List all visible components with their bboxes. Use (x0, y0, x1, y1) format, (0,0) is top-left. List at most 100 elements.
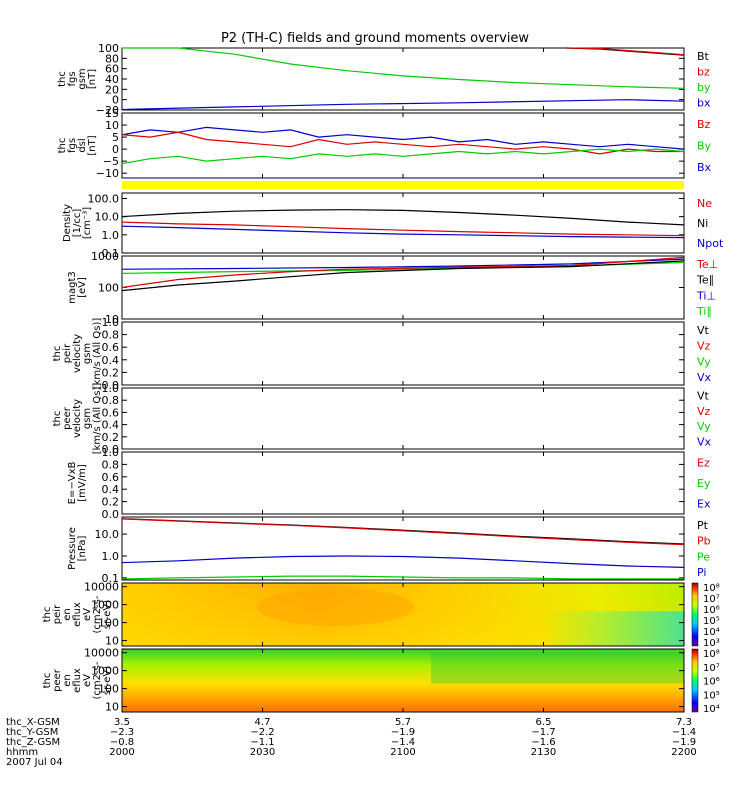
y-axis-title-line: [km/s (All Qs)] (92, 318, 103, 390)
spectrogram-band (431, 652, 684, 684)
y-tick-label: 10.0 (95, 528, 120, 541)
y-tick-label: 0.1 (102, 247, 120, 260)
y-axis-title-line: en (62, 674, 73, 687)
y-axis-title-line: [mV/m] (77, 464, 88, 502)
colorbar-tick-label: 10⁶ (703, 677, 720, 688)
legend-Bz: Bz (697, 118, 711, 131)
panel-temperature: 1000 100 10 magt3 [eV] Te⊥ Te∥ Ti⊥ Ti∥ (67, 250, 718, 326)
y-axis-title-line: [nT] (87, 69, 98, 89)
x-tick-value: 2200 (671, 747, 696, 758)
y-axis-title-line: eV (82, 608, 93, 621)
series-Ne (121, 221, 685, 237)
legend-bz: bz (697, 65, 710, 78)
legend-Ne: Ne (697, 197, 712, 210)
legend-By: By (697, 140, 712, 153)
legend-Vy: Vy (697, 420, 711, 433)
colorbar-tick-label: 10⁸ (703, 583, 720, 594)
x-tick-value: −1.6 (531, 737, 555, 748)
legend-Npot: Npot (697, 237, 724, 250)
y-tick-label: 1000 (91, 665, 119, 678)
spectrogram-peak (256, 588, 415, 626)
y-tick-label: 0 (112, 143, 119, 156)
y-axis-title-line: thc (42, 673, 53, 689)
legend-Ez: Ez (697, 456, 710, 469)
y-axis-title-line: dsl (77, 138, 88, 152)
y-axis-title-line: E=−VxB (67, 462, 78, 505)
colorbar-tick-label: 10³ (703, 638, 720, 649)
y-tick-label: 0.0 (102, 443, 120, 456)
y-tick-label: 80 (105, 52, 119, 65)
x-tick-value: −1.9 (391, 727, 415, 738)
colorbar-tick-label: 10⁸ (703, 649, 720, 660)
y-tick-label: −10 (96, 167, 119, 180)
legend-Pe: Pe (697, 550, 710, 563)
colorbar-tick-label: 10⁴ (703, 627, 720, 638)
y-axis-title-line: [eV] (77, 277, 88, 298)
y-axis-title-line: gsm (82, 408, 93, 429)
y-tick-label: 0.4 (102, 483, 120, 496)
y-tick-label: 10000 (84, 581, 119, 594)
y-axis-title-line: gsm (77, 68, 88, 89)
y-tick-label: 0.0 (102, 379, 120, 392)
y-axis-title-line: thc (57, 138, 68, 154)
y-axis-title-line: eflux (72, 602, 83, 627)
y-axis-title-line: [nT] (87, 135, 98, 155)
colorbar-tick-label: 10⁷ (703, 663, 720, 674)
x-tick-value: −1.4 (391, 737, 415, 748)
colorbar (691, 582, 699, 647)
y-tick-label: 0.6 (102, 406, 120, 419)
panel-frame (121, 387, 685, 450)
x-tick-value: −1.4 (672, 727, 696, 738)
y-axis-title-line: en (62, 608, 73, 621)
y-tick-label: −20 (96, 104, 119, 117)
y-tick-label: 0.4 (102, 354, 120, 367)
y-axis-title-line: eV (82, 674, 93, 687)
y-axis-title-line: Pressure (67, 527, 78, 570)
legend-Vt: Vt (697, 390, 710, 403)
panel-frame (121, 321, 685, 386)
y-axis-title-line: sr-eV) (102, 600, 113, 629)
legend-Pt: Pt (697, 519, 709, 532)
y-tick-label: 1.0 (102, 382, 120, 395)
legend-Vz: Vz (697, 340, 711, 353)
legend-Vt: Vt (697, 324, 710, 337)
y-tick-label: 0.4 (102, 419, 120, 432)
y-tick-label: 40 (105, 73, 119, 86)
y-axis-title-line: [nPa] (77, 535, 88, 561)
y-tick-label: 1000 (91, 599, 119, 612)
y-tick-label: 0.8 (102, 329, 120, 342)
legend-Vx: Vx (697, 371, 712, 384)
legend-Ex: Ex (697, 498, 711, 511)
legend-Bt: Bt (697, 50, 710, 63)
y-axis-title-line: velocity (72, 399, 83, 438)
x-row-label: thc_X-GSM (6, 717, 60, 728)
panel-frame (121, 516, 685, 581)
y-tick-label: 1.0 (102, 550, 120, 563)
y-tick-label: 0.6 (102, 341, 120, 354)
y-axis-title-line: thc (52, 411, 63, 427)
x-tick-value: −1.1 (250, 737, 274, 748)
y-tick-label: 0.8 (102, 458, 120, 471)
y-axis-title-line: peer (52, 668, 63, 692)
x-tick-value: 3.5 (114, 717, 130, 728)
legend-Ey: Ey (697, 477, 711, 490)
series-Ni (121, 209, 685, 226)
legend-Te∥: Te∥ (696, 274, 714, 287)
x-tick-value: −0.8 (110, 737, 134, 748)
y-axis-title-line: Density (62, 204, 73, 242)
x-tick-value: 7.3 (676, 717, 692, 728)
series-Npot (121, 225, 685, 239)
spectrogram-image (122, 649, 684, 712)
x-tick-value: 4.7 (255, 717, 271, 728)
x-tick-value: −1.7 (531, 727, 555, 738)
legend-Pb: Pb (697, 535, 711, 548)
panel-frame (121, 451, 685, 515)
y-tick-label: 10 (105, 313, 119, 326)
y-tick-label: 100 (98, 282, 119, 295)
